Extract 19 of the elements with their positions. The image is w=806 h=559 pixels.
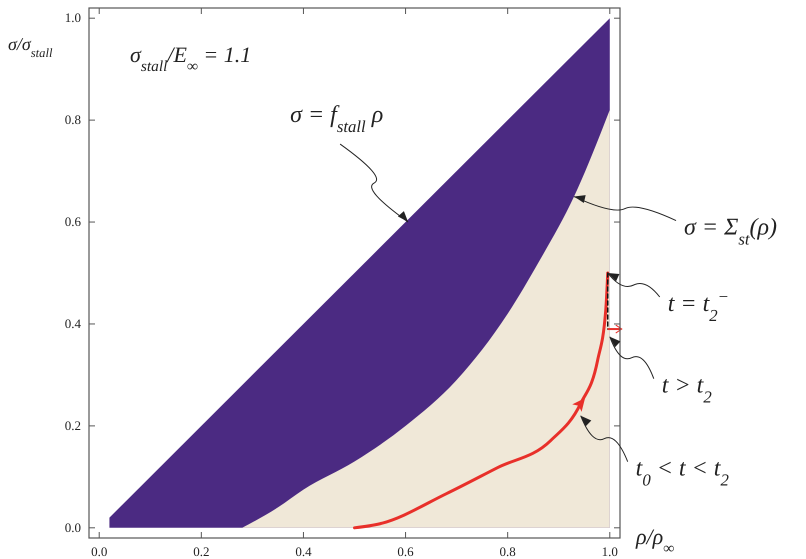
y-tick-label: 1.0: [64, 10, 81, 26]
x-tick-label: 0.2: [193, 544, 210, 559]
y-tick-label: 0.4: [64, 316, 82, 331]
x-axis-title: ρ/ρ$_{∞}$: [635, 524, 674, 556]
x-tick-label: 1.0: [602, 544, 618, 559]
x-tick-label: 0.8: [500, 544, 516, 559]
y-tick-label: 0.2: [64, 418, 81, 433]
annotation: t$_{0}$ < t < t$_{2}$: [636, 456, 730, 490]
y-tick-label: 0.8: [64, 112, 81, 128]
x-tick-label: 0.6: [397, 544, 414, 559]
annotation: σ$_{stall}$/E$_{∞}$ = 1.1: [130, 42, 252, 74]
annotation: σ = f$_{stall}$ ρ: [290, 102, 384, 136]
y-tick-label: 0.6: [64, 214, 82, 230]
annotation: t > t$_{2}$: [662, 372, 712, 406]
y-tick-label: 0.0: [64, 520, 81, 535]
y-axis-title: σ/σ$_{stall}$: [8, 34, 53, 60]
x-tick-label: 0.4: [295, 544, 312, 559]
x-tick-label: 0.0: [91, 544, 108, 559]
annotation: σ = Σ$_{st}$(ρ): [684, 214, 778, 248]
